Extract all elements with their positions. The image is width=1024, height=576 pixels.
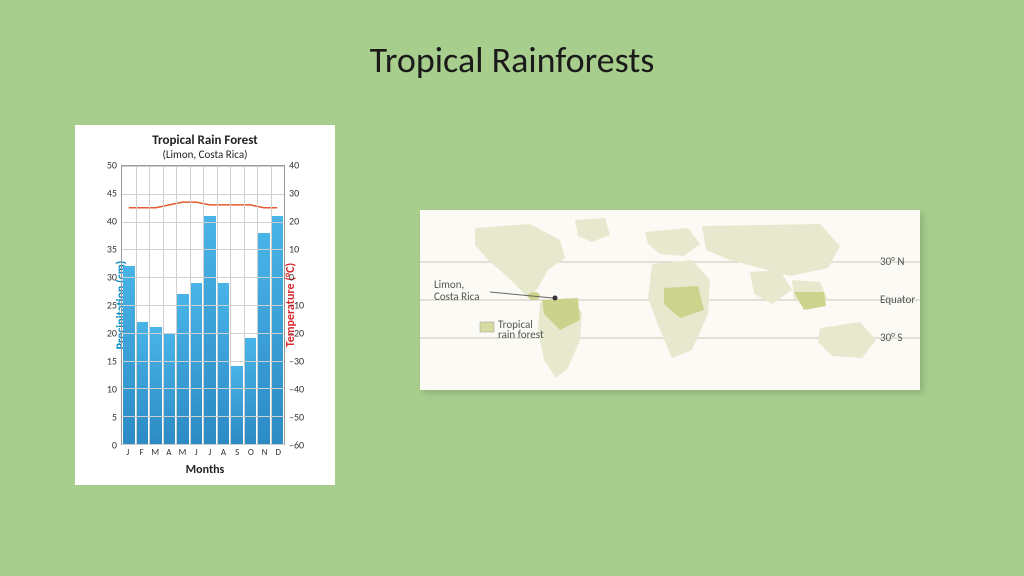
y-left-tick: 15 [107, 355, 117, 368]
gridline-h [122, 444, 284, 445]
world-map-panel: Limon, Costa Rica 30° N Equator 30° S Tr… [420, 210, 920, 390]
legend-label-line2: rain forest [498, 328, 544, 341]
legend-swatch-icon [480, 322, 494, 332]
y-left-tick: 25 [107, 299, 117, 312]
x-tick: M [176, 447, 190, 459]
y-right-tick: 30 [289, 187, 299, 200]
x-tick: D [271, 447, 285, 459]
climograph-panel: Tropical Rain Forest (Limon, Costa Rica)… [75, 125, 335, 485]
callout-point-icon [553, 296, 558, 301]
world-map-svg: Limon, Costa Rica 30° N Equator 30° S Tr… [420, 210, 920, 390]
x-tick: O [244, 447, 258, 459]
x-axis-label: Months [81, 463, 329, 477]
y-right-tick: 0 [289, 271, 294, 284]
page-title: Tropical Rainforests [0, 38, 1024, 82]
gridline-v [203, 166, 204, 444]
x-tick: F [135, 447, 149, 459]
lat-label-30n: 30° N [880, 255, 904, 268]
x-tick: S [230, 447, 244, 459]
y-left-tick: 30 [107, 271, 117, 284]
y-left-tick: 40 [107, 215, 117, 228]
x-tick: J [121, 447, 135, 459]
gridline-v [190, 166, 191, 444]
y-left-ticks: 05101520253035404550 [97, 165, 119, 445]
y-right-tick: –30 [289, 355, 304, 368]
y-right-tick: –20 [289, 327, 304, 340]
y-left-tick: 20 [107, 327, 117, 340]
x-tick: M [148, 447, 162, 459]
y-right-tick: –60 [289, 439, 304, 452]
gridline-v [136, 166, 137, 444]
y-left-tick: 0 [112, 439, 117, 452]
lat-label-equator: Equator [880, 293, 915, 306]
callout-label-line2: Costa Rica [434, 290, 479, 303]
x-tick: J [189, 447, 203, 459]
gridline-v [176, 166, 177, 444]
gridline-v [271, 166, 272, 444]
gridline-v [217, 166, 218, 444]
chart-title: Tropical Rain Forest [81, 133, 329, 148]
gridline-v [257, 166, 258, 444]
x-tick: A [217, 447, 231, 459]
plot-area [121, 165, 285, 445]
y-right-tick: 40 [289, 159, 299, 172]
gridline-v [163, 166, 164, 444]
y-left-tick: 45 [107, 187, 117, 200]
y-right-tick: 10 [289, 243, 299, 256]
y-right-tick: –50 [289, 411, 304, 424]
gridline-v [244, 166, 245, 444]
y-left-tick: 50 [107, 159, 117, 172]
gridline-v [149, 166, 150, 444]
x-tick: N [258, 447, 272, 459]
y-right-tick: 20 [289, 215, 299, 228]
y-left-tick: 10 [107, 383, 117, 396]
y-left-tick: 35 [107, 243, 117, 256]
chart-body: Precipitation (cm) Temperature (°C) 0510… [81, 165, 329, 445]
callout-line [490, 292, 553, 298]
x-tick: J [203, 447, 217, 459]
lat-label-30s: 30° S [880, 331, 902, 344]
y-right-tick: –10 [289, 299, 304, 312]
gridline-v [230, 166, 231, 444]
y-right-tick: –40 [289, 383, 304, 396]
x-tick: A [162, 447, 176, 459]
x-ticks: JFMAMJJASOND [121, 447, 285, 459]
y-right-ticks: 403020100–10–20–30–40–50–60 [287, 165, 313, 445]
y-left-tick: 5 [112, 411, 117, 424]
